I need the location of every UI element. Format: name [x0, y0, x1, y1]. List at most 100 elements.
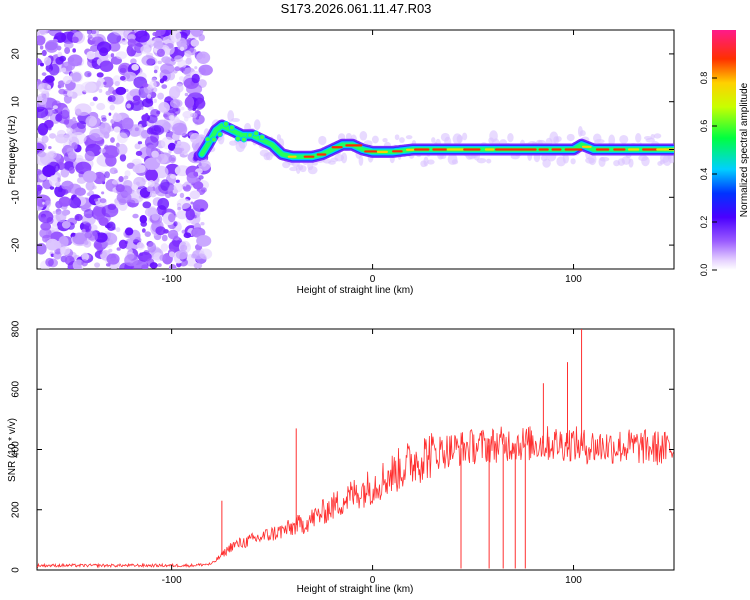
heatmap-noise-blob — [77, 120, 87, 130]
heatmap-ridge-dot — [216, 131, 223, 138]
heatmap-noise-blob — [58, 88, 66, 95]
heatmap-noise-blob — [157, 92, 164, 100]
heatmap-noise-blob — [116, 143, 128, 156]
heatmap-noise-blob — [193, 171, 199, 177]
heatmap-noise-blob — [72, 232, 88, 245]
heatmap-noise-blob — [55, 182, 61, 188]
colorbar-tick-label: 0.4 — [699, 168, 709, 181]
heatmap-halo-blob — [307, 166, 318, 175]
heatmap-noise-blob — [93, 198, 99, 202]
snr-x-ticks: -100 0 100 — [162, 329, 582, 586]
heatmap-noise-blob — [200, 187, 207, 193]
heatmap-noise-blob — [62, 75, 72, 85]
heatmap-noise-blob — [99, 198, 107, 204]
heatmap-noise-blob — [135, 150, 143, 156]
heatmap-noise-blob — [85, 181, 95, 191]
heatmap-noise-blob — [69, 70, 83, 84]
heatmap-noise-blob — [171, 122, 188, 136]
heatmap-halo-blob — [427, 159, 435, 165]
heatmap-halo-blob — [562, 153, 569, 164]
heatmap-noise-blob — [110, 53, 115, 58]
heatmap-ridge-dot — [204, 136, 211, 143]
heatmap-noise-blob — [72, 116, 76, 122]
heatmap-noise-blob — [153, 69, 158, 74]
heatmap-noise-blob — [179, 67, 186, 72]
heatmap-noise-blob — [182, 110, 193, 119]
heatmap-noise-blob — [96, 72, 104, 78]
heatmap-noise-blob — [144, 231, 151, 238]
heatmap-x-tick-label: 0 — [370, 274, 376, 285]
heatmap-halo-blob — [486, 158, 492, 164]
heatmap-noise-blob — [83, 240, 89, 245]
heatmap-halo-blob — [579, 130, 586, 137]
heatmap-halo-blob — [555, 136, 562, 142]
heatmap-noise-blob — [193, 262, 203, 269]
heatmap-noise-blob — [169, 86, 181, 99]
heatmap-noise-blob — [124, 254, 139, 267]
heatmap-noise-blob — [45, 238, 60, 251]
heatmap-noise-blob — [156, 30, 166, 36]
heatmap-noise-blob — [85, 115, 97, 127]
heatmap-halo-blob — [382, 138, 388, 143]
heatmap-noise-blob — [37, 122, 49, 136]
heatmap-noise-blob — [127, 38, 136, 47]
heatmap-noise-blob — [133, 239, 140, 244]
heatmap-noise-blob — [195, 253, 207, 264]
heatmap-halo-blob — [608, 134, 616, 146]
heatmap-noise-blob — [194, 66, 198, 70]
heatmap-ridge-dot — [240, 136, 247, 143]
heatmap-noise-blob — [162, 75, 168, 81]
heatmap-noise-blob — [37, 151, 46, 158]
heatmap-noise-blob — [190, 201, 194, 205]
heatmap-noise-blob — [127, 248, 133, 254]
heatmap-noise-blob — [192, 181, 204, 190]
heatmap-y-tick-label: -10 — [11, 190, 22, 205]
heatmap-halo-blob — [650, 133, 655, 140]
snr-y-label: SNR (10 * v/v) — [7, 418, 18, 482]
heatmap-noise-blob — [156, 48, 165, 57]
heatmap-noise-blob — [190, 39, 200, 47]
heatmap-noise-blob — [44, 200, 52, 206]
heatmap-halo-blob — [289, 166, 298, 172]
heatmap-noise-blob — [146, 93, 152, 99]
heatmap-noise-blob — [109, 104, 115, 111]
heatmap-noise-blob — [99, 47, 109, 57]
heatmap-noise-blob — [61, 189, 69, 195]
heatmap-noise-blob — [161, 84, 168, 89]
heatmap-noise-blob — [47, 126, 52, 131]
heatmap-ridge-dot — [259, 134, 266, 141]
heatmap-noise-blob — [63, 41, 74, 49]
heatmap-noise-blob — [58, 196, 71, 207]
heatmap-noise-blob — [99, 60, 114, 72]
heatmap-noise-blob — [119, 64, 129, 74]
heatmap-noise-blob — [48, 146, 52, 150]
heatmap-noise-blob — [126, 162, 135, 169]
heatmap-noise-blob — [48, 63, 60, 76]
heatmap-noise-blob — [136, 242, 144, 249]
heatmap-noise-blob — [152, 31, 158, 37]
heatmap-noise-blob — [45, 257, 54, 267]
heatmap-noise-blob — [149, 80, 157, 90]
heatmap-ridge-dot — [253, 130, 260, 137]
heatmap-halo-blob — [359, 131, 368, 141]
heatmap-noise-blob — [61, 67, 67, 73]
heatmap-halo-blob — [641, 156, 650, 167]
heatmap-noise-blob — [192, 227, 202, 238]
heatmap-noise-blob — [200, 222, 205, 226]
heatmap-noise-blob — [191, 73, 200, 84]
heatmap-noise-blob — [168, 264, 177, 269]
heatmap-halo-blob — [431, 137, 436, 144]
heatmap-noise-blob — [42, 201, 45, 205]
heatmap-noise-blob — [44, 75, 55, 83]
heatmap-noise-blob — [72, 48, 76, 53]
heatmap-ridge-dot — [228, 124, 235, 131]
heatmap-noise-blob — [100, 241, 109, 248]
heatmap-halo-blob — [405, 135, 413, 140]
heatmap-noise-blob — [171, 157, 176, 162]
colorbar-tick-label: 0.0 — [699, 264, 709, 277]
heatmap-noise-blob — [142, 201, 152, 209]
heatmap-noise-blob — [147, 242, 157, 253]
heatmap-noise-blob — [57, 51, 63, 58]
heatmap-halo-blob — [371, 135, 379, 144]
heatmap-noise-blob — [101, 191, 105, 195]
